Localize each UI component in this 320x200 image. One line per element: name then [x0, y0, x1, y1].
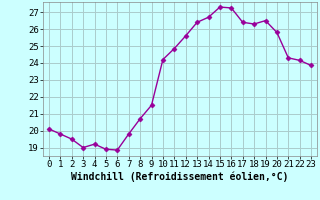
X-axis label: Windchill (Refroidissement éolien,°C): Windchill (Refroidissement éolien,°C): [71, 172, 289, 182]
